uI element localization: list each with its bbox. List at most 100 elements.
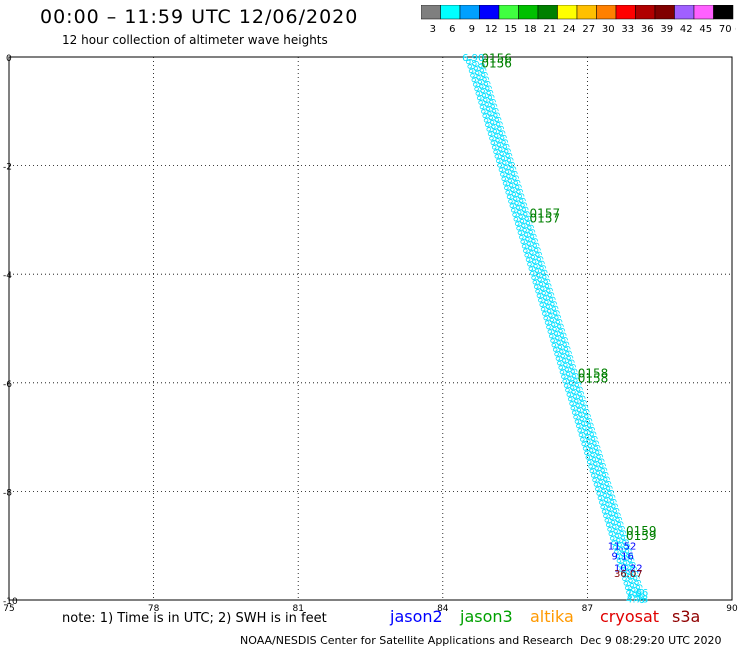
swh-glyph: 6 — [492, 136, 504, 145]
swh-glyph: 6 — [540, 298, 552, 307]
swh-readout: 10.22 — [614, 563, 643, 574]
colorbar-label: 45 — [699, 24, 712, 35]
swh-glyph: 6 — [567, 367, 579, 376]
swh-glyph: 6 — [581, 432, 593, 441]
colorbar-label: 15 — [504, 24, 517, 35]
swh-glyph: 6 — [545, 332, 557, 341]
swh-glyph: 6 — [511, 219, 523, 228]
swh-glyph: 6 — [480, 116, 492, 125]
swh-glyph: 6 — [469, 80, 481, 89]
swh-glyph: 6 — [619, 574, 631, 583]
colorbar-label: 30 — [602, 24, 615, 35]
colorbar-label: 21 — [543, 24, 556, 35]
swh-glyph: 6 — [610, 527, 622, 536]
swh-glyph: 6 — [532, 287, 544, 296]
swh-glyph: 6 — [575, 430, 587, 439]
swh-glyph: 6 — [627, 585, 639, 594]
swh-glyph: 6 — [582, 416, 594, 425]
swh-glyph: 6 — [614, 540, 626, 549]
swh-glyph: 6 — [519, 210, 531, 219]
swh-glyph: 6 — [557, 336, 569, 345]
swh-glyph: 6 — [625, 560, 637, 569]
lon-tick-label: 84 — [437, 604, 449, 614]
swh-glyph: 6 — [521, 251, 533, 260]
swh-glyph: 6 — [533, 255, 545, 264]
swh-glyph: 6 — [502, 172, 514, 181]
swh-glyph: 6 — [622, 567, 634, 576]
swh-glyph: 6 — [553, 322, 565, 331]
swh-glyph: 6 — [566, 383, 578, 392]
swh-glyph: 6 — [528, 273, 540, 282]
swh-glyph: 6 — [504, 160, 516, 169]
swh-glyph: 6 — [569, 392, 581, 401]
colorbar-label: 12 — [485, 24, 498, 35]
swh-glyph: 6 — [484, 93, 496, 102]
swh-glyph: 6 — [539, 293, 551, 302]
swh-glyph: 6 — [473, 93, 485, 102]
swh-glyph: 6 — [508, 174, 520, 183]
swh-glyph: 6 — [494, 161, 506, 170]
swh-glyph: 6 — [622, 551, 634, 560]
lon-tick-label: 87 — [582, 604, 593, 614]
swh-glyph: 6 — [526, 248, 538, 257]
swh-glyph: 6 — [609, 506, 621, 515]
swh-glyph: 6 — [555, 347, 567, 356]
lon-tick-label: 81 — [292, 604, 303, 614]
swh-glyph: 6 — [481, 100, 493, 109]
swh-glyph: 6 — [494, 124, 506, 133]
swh-glyph: 6 — [482, 104, 494, 113]
swh-glyph: 6 — [545, 311, 557, 320]
swh-glyph: 6 — [562, 370, 574, 379]
swh-glyph: 6 — [551, 334, 563, 343]
swh-glyph: 6 — [621, 583, 633, 592]
swh-glyph: 6 — [502, 188, 514, 197]
swh-glyph: 6 — [633, 587, 645, 596]
swh-glyph: 6 — [477, 70, 489, 79]
swh-glyph: 6 — [606, 513, 618, 522]
swh-glyph: 6 — [540, 314, 552, 323]
swh-glyph: 6 — [580, 428, 592, 437]
swh-glyph: 6 — [476, 102, 488, 111]
satellite-label-jason2: jason2 — [390, 607, 443, 626]
swh-glyph: 6 — [532, 271, 544, 280]
swh-glyph: 6 — [528, 257, 540, 266]
footer-note: note: 1) Time is in UTC; 2) SWH is in fe… — [62, 611, 327, 626]
swh-glyph: 6 — [602, 520, 614, 529]
swh-glyph: 6 — [492, 156, 504, 165]
lat-tick-label: 0 — [6, 54, 12, 64]
swh-glyph: 6 — [543, 323, 555, 332]
pass-time-label: 0158 — [578, 372, 609, 386]
swh-glyph: 6 — [494, 145, 506, 154]
swh-glyph: 6 — [521, 235, 533, 244]
swh-glyph: 6 — [519, 226, 531, 235]
swh-glyph: 6 — [489, 111, 501, 120]
swh-glyph: 6 — [565, 363, 577, 372]
swh-glyph: 6 — [578, 439, 590, 448]
swh-glyph: 6 — [490, 147, 502, 156]
swh-glyph: 6 — [568, 372, 580, 381]
swh-glyph: 6 — [544, 291, 556, 300]
swh-glyph: 6 — [478, 91, 490, 100]
swh-glyph: 6 — [510, 215, 522, 224]
swh-glyph: 6 — [500, 147, 512, 156]
swh-glyph: 6 — [529, 278, 541, 287]
swh-glyph: 6 — [525, 228, 537, 237]
swh-glyph: 6 — [488, 106, 500, 115]
swh-glyph: 6 — [584, 441, 596, 450]
swh-glyph: 6 — [518, 242, 530, 251]
swh-glyph: 6 — [629, 574, 641, 583]
swh-glyph: 6 — [498, 158, 510, 167]
swh-glyph: 6 — [606, 497, 618, 506]
swh-glyph: 6 — [473, 73, 485, 82]
swh-glyph: 6 — [593, 489, 605, 498]
swh-glyph: 6 — [532, 250, 544, 259]
swh-glyph: 6 — [464, 62, 476, 71]
swh-glyph: 6 — [599, 491, 611, 500]
swh-glyph: 6 — [486, 118, 498, 127]
swh-glyph: 6 — [517, 201, 529, 210]
swh-readout: 9.16 — [612, 551, 634, 562]
swh-glyph: 6 — [509, 210, 521, 219]
colorbar-label: 27 — [582, 24, 595, 35]
satellite-label-cryosat: cryosat — [600, 607, 660, 626]
